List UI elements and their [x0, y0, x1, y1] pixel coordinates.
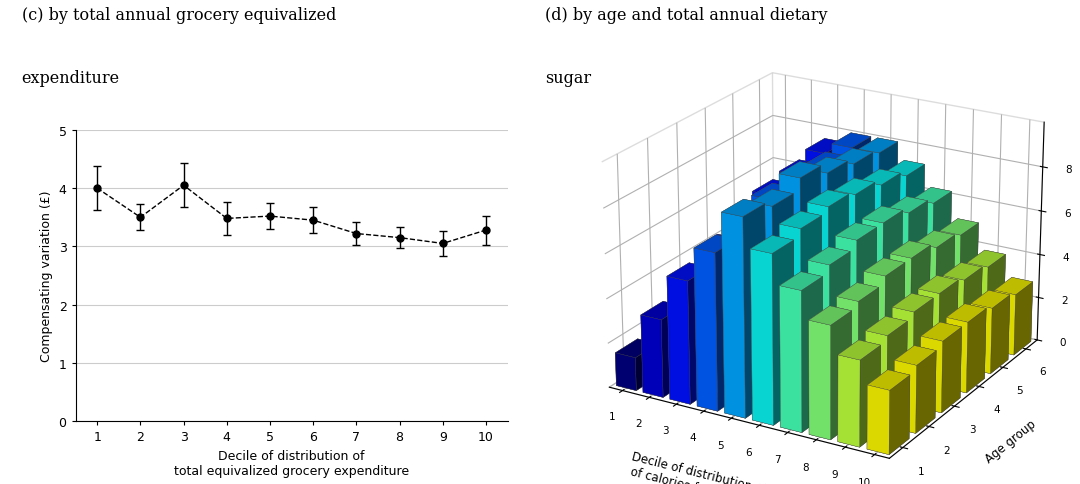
Y-axis label: Compensating variation (£): Compensating variation (£) [40, 190, 53, 362]
Text: expenditure: expenditure [22, 70, 120, 87]
Text: sugar: sugar [545, 70, 592, 87]
X-axis label: Decile of distribution of share
of calories from added sugar: Decile of distribution of share of calor… [626, 449, 804, 484]
Text: (d) by age and total annual dietary: (d) by age and total annual dietary [545, 7, 828, 24]
X-axis label: Decile of distribution of
total equivalized grocery expenditure: Decile of distribution of total equivali… [174, 449, 409, 477]
Y-axis label: Age group: Age group [983, 417, 1039, 466]
Text: (c) by total annual grocery equivalized: (c) by total annual grocery equivalized [22, 7, 336, 24]
